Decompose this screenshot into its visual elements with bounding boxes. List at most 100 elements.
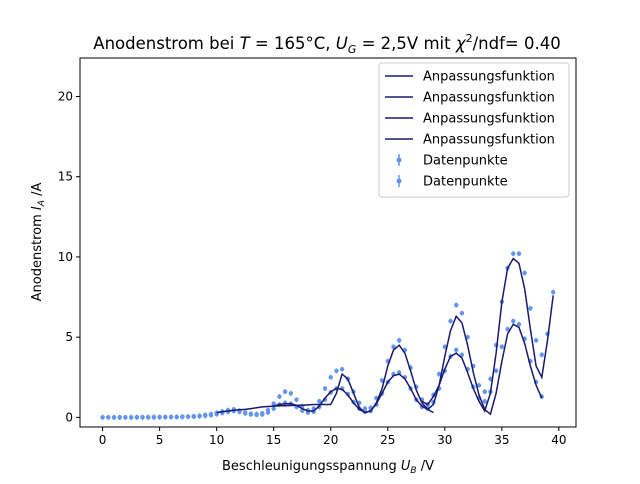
- legend-entry: Anpassungsfunktion: [385, 112, 555, 127]
- data-point: [436, 371, 442, 377]
- data-point: [328, 375, 333, 380]
- y-axis-ticks: 0 5 10 15 20: [58, 90, 80, 424]
- data-point: [317, 399, 322, 404]
- x-tick-label: 5: [156, 433, 164, 447]
- data-point: [117, 415, 122, 420]
- x-tick-label: 30: [437, 433, 452, 447]
- x-axis-label: Beschleunigungsspannung UB /V: [222, 459, 434, 476]
- data-point: [528, 306, 533, 311]
- data-point: [260, 412, 265, 417]
- x-tick-label: 25: [380, 433, 395, 447]
- data-point: [168, 414, 174, 420]
- x-tick-label: 15: [266, 433, 281, 447]
- data-point: [511, 251, 516, 256]
- legend-label: Anpassungsfunktion: [423, 112, 555, 127]
- y-tick-label: 5: [65, 330, 73, 344]
- data-point: [499, 344, 505, 349]
- data-point: [271, 401, 276, 406]
- data-point: [454, 347, 459, 353]
- data-point: [476, 383, 482, 388]
- data-point: [322, 386, 328, 391]
- data-point: [550, 290, 556, 295]
- data-point: [180, 414, 185, 420]
- data-point: [106, 415, 111, 420]
- data-point: [157, 415, 162, 420]
- data-point: [334, 368, 339, 374]
- x-tick-label: 0: [99, 433, 107, 447]
- legend-label: Anpassungsfunktion: [423, 133, 555, 148]
- data-point: [516, 251, 522, 256]
- data-point: [271, 406, 276, 411]
- data-point: [185, 414, 191, 419]
- data-point: [237, 409, 242, 414]
- data-point: [174, 414, 179, 420]
- fit-line-4: [421, 257, 554, 413]
- x-tick-label: 35: [494, 433, 509, 447]
- data-point: [339, 367, 345, 372]
- x-tick-label: 40: [551, 433, 566, 447]
- data-point: [391, 344, 396, 349]
- fit-line-2: [273, 344, 434, 414]
- data-point: [146, 415, 151, 420]
- data-point: [482, 399, 487, 404]
- data-point: [208, 412, 214, 418]
- data-point: [448, 318, 453, 324]
- data-point: [459, 310, 465, 316]
- data-point: [134, 415, 140, 420]
- plot-frame: [79, 57, 577, 428]
- data-point: [516, 322, 522, 327]
- data-point: [396, 370, 402, 375]
- y-tick-label: 10: [58, 250, 73, 264]
- fit-line-1: [216, 372, 366, 414]
- data-point: [242, 411, 248, 416]
- data-point: [277, 394, 282, 399]
- fit-line-3: [364, 314, 543, 416]
- data-point: [282, 389, 288, 394]
- data-point: [396, 338, 402, 343]
- data-point: [254, 412, 259, 418]
- legend-entry: Anpassungsfunktion: [385, 70, 555, 85]
- legend-marker: [396, 157, 402, 163]
- data-point: [203, 413, 208, 418]
- data-point: [163, 415, 168, 420]
- data-point: [482, 389, 487, 394]
- x-tick-label: 10: [209, 433, 224, 447]
- legend-box: [378, 62, 570, 198]
- data-point: [265, 410, 271, 415]
- data-point: [442, 344, 448, 349]
- data-point: [459, 352, 465, 358]
- chart-title: Anodenstrom bei T = 165°C, UG = 2,5V mit…: [93, 32, 560, 56]
- data-point: [505, 326, 510, 332]
- data-point: [151, 415, 157, 420]
- data-point: [533, 338, 539, 343]
- legend-entry: Datenpunkte: [396, 154, 508, 169]
- data-point: [140, 415, 145, 420]
- data-point: [522, 270, 527, 276]
- legend-entry: Anpassungsfunktion: [385, 91, 555, 106]
- x-tick-label: 20: [323, 433, 338, 447]
- x-axis-ticks: 0 5 10 15 20 25 30 35 40: [99, 427, 567, 447]
- data-point: [288, 391, 294, 396]
- data-point: [294, 397, 299, 402]
- legend: Anpassungsfunktion Anpassungsfunktion Anpa…: [378, 62, 570, 198]
- data-point: [191, 414, 197, 419]
- fit-layer: [216, 257, 554, 416]
- legend-label: Datenpunkte: [423, 175, 508, 190]
- legend-entry: Datenpunkte: [396, 175, 508, 190]
- data-point: [493, 368, 499, 374]
- data-point: [123, 415, 128, 420]
- data-point: [511, 318, 516, 324]
- y-axis-label: Anodenstrom IA /A: [30, 183, 47, 302]
- data-point: [454, 302, 459, 308]
- y-tick-label: 0: [65, 410, 73, 424]
- data-point: [100, 415, 105, 420]
- legend-entry: Anpassungsfunktion: [385, 133, 555, 148]
- legend-marker: [396, 178, 402, 184]
- data-point: [197, 414, 202, 419]
- y-tick-label: 20: [58, 90, 73, 104]
- data-point: [128, 415, 134, 420]
- data-point: [362, 406, 368, 411]
- legend-label: Anpassungsfunktion: [423, 70, 555, 85]
- data-point: [111, 415, 117, 420]
